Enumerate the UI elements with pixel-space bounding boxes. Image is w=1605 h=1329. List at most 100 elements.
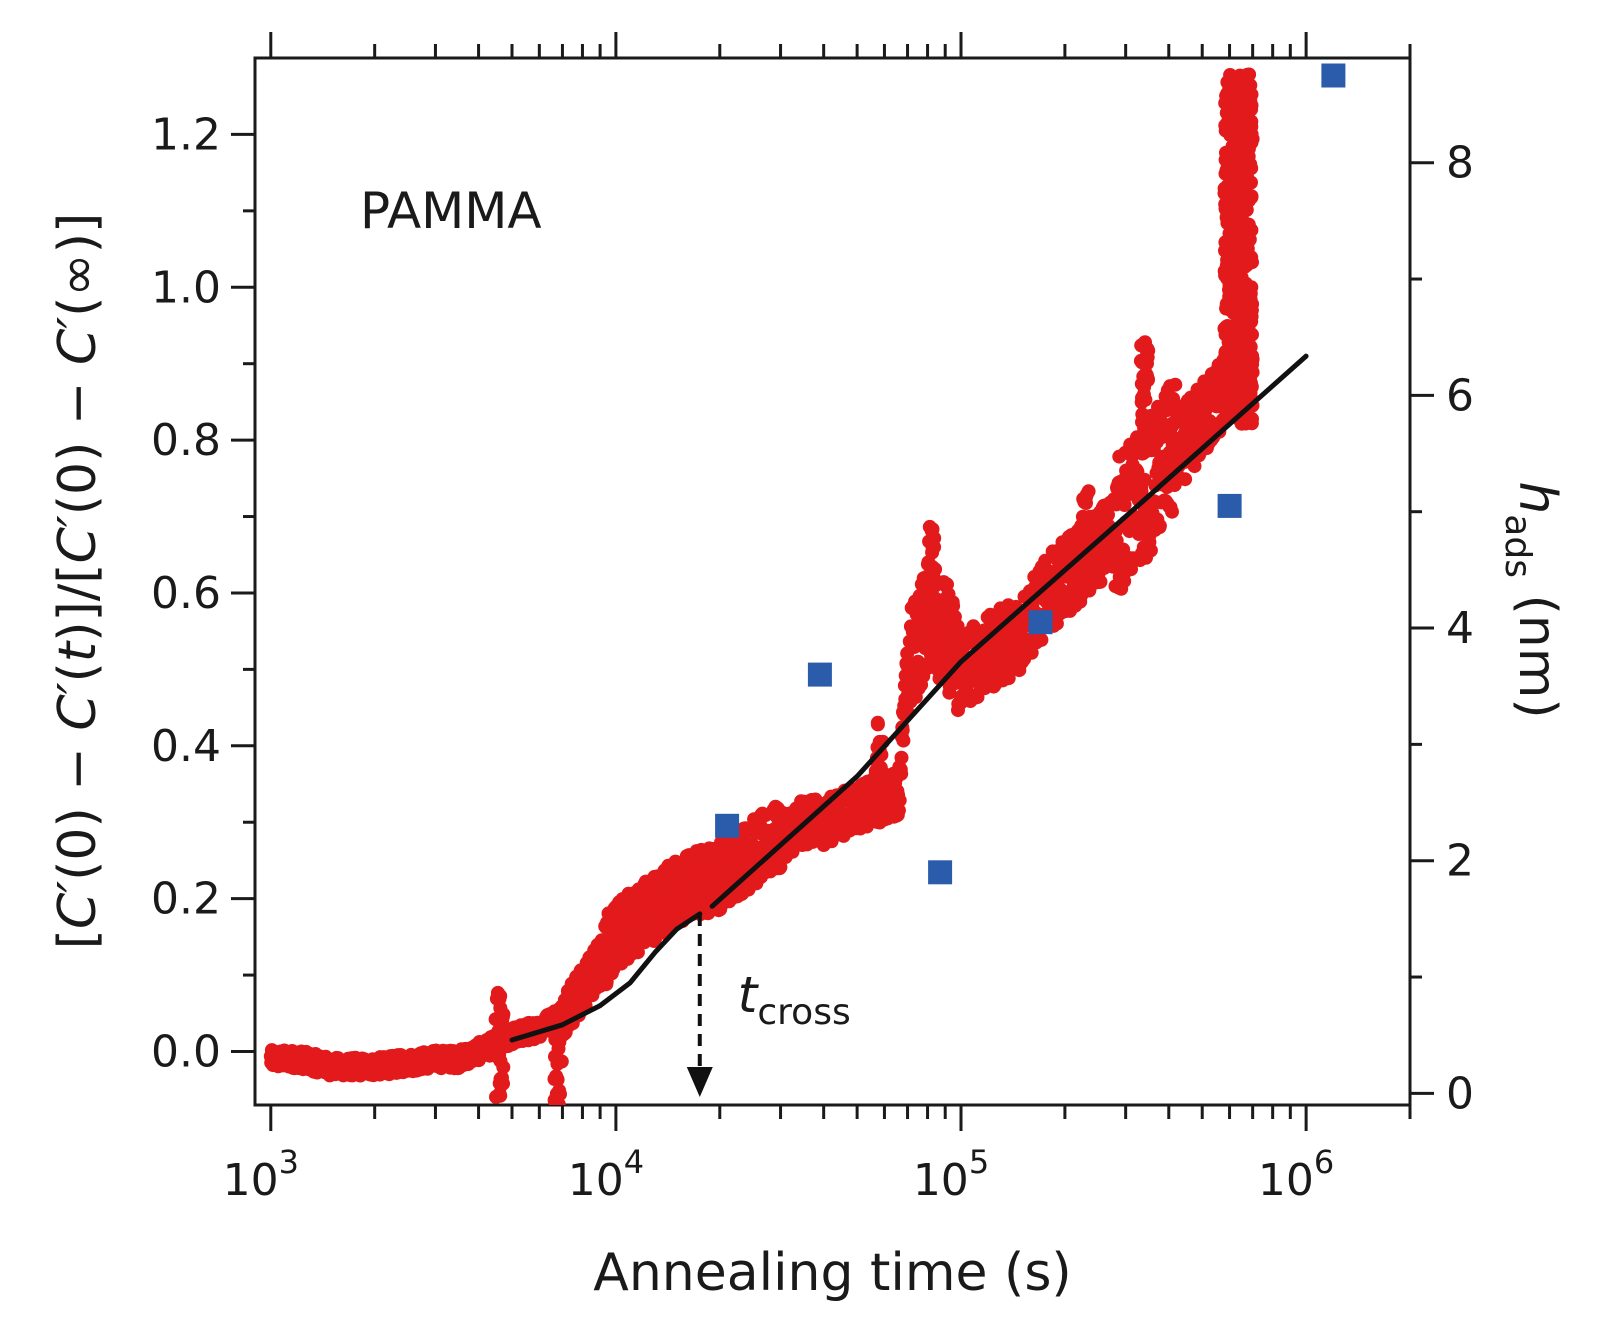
red-data-point (1230, 380, 1245, 395)
red-data-point (925, 545, 940, 560)
fit-line-segment (709, 353, 1309, 909)
crossover-label: tcross (738, 966, 851, 1033)
red-data-point (493, 1054, 508, 1069)
red-data-point (1223, 144, 1238, 158)
y-left-tick-label: 0.2 (151, 874, 221, 925)
red-data-point (1239, 251, 1254, 266)
x-tick-label: 106 (1258, 1143, 1334, 1206)
red-data-point (1243, 93, 1258, 108)
red-data-point (1244, 189, 1259, 204)
y-left-tick-label: 1.0 (151, 262, 221, 313)
red-data-point (1225, 95, 1240, 110)
axis-ticks (231, 32, 1434, 1131)
red-data-point (1221, 372, 1236, 387)
y-left-tick-label: 0.8 (151, 415, 221, 466)
blue-square-point (807, 662, 832, 687)
y-left-tick-label: 0.4 (151, 721, 221, 772)
y-right-tick-label: 8 (1446, 138, 1474, 189)
red-data-point (630, 945, 645, 960)
red-data-point (1135, 407, 1150, 422)
red-data-point (892, 793, 907, 808)
y-left-tick-label: 1.2 (151, 109, 221, 160)
sample-label: PAMMA (360, 182, 542, 240)
blue-square-point (1217, 493, 1242, 518)
red-data-point (1093, 574, 1108, 589)
red-data-point (1241, 332, 1256, 347)
red-data-point (927, 596, 942, 611)
red-data-point (1081, 519, 1096, 534)
red-data-point (870, 779, 885, 794)
red-data-point (1137, 472, 1152, 487)
red-data-point (1245, 131, 1260, 146)
red-data-point (1080, 562, 1095, 577)
y-right-tick-label: 2 (1446, 836, 1474, 887)
red-data-point (1001, 671, 1016, 686)
red-data-point (1152, 518, 1167, 533)
red-data-point (1168, 377, 1183, 392)
x-tick-label: 103 (223, 1143, 299, 1206)
red-data-point (1187, 459, 1202, 474)
blue-square-point (1028, 610, 1053, 635)
red-data-point (1143, 543, 1158, 558)
red-data-point (1243, 114, 1258, 129)
red-data-point (1038, 553, 1053, 568)
blue-square-point (715, 813, 740, 838)
red-data-point (1230, 345, 1245, 360)
x-tick-label: 105 (913, 1143, 989, 1206)
x-tick-label: 104 (568, 1143, 644, 1206)
red-data-point (1221, 160, 1236, 175)
red-data-point (496, 1039, 511, 1054)
y-right-tick-label: 0 (1446, 1068, 1474, 1119)
red-data-point (896, 733, 911, 748)
red-data-point (1078, 490, 1093, 505)
red-data-point (894, 750, 909, 765)
red-data-point (922, 575, 937, 590)
annotations: PAMMA tcross (360, 182, 851, 1097)
red-data-point (1134, 395, 1149, 410)
red-data-point (946, 598, 961, 613)
red-data-point (894, 766, 909, 781)
red-data-point (1134, 484, 1149, 499)
red-data-point (1227, 394, 1241, 408)
red-data-point (496, 1007, 511, 1022)
red-data-point (924, 523, 939, 538)
red-data-point (551, 1041, 566, 1056)
red-data-point (547, 1072, 562, 1086)
plot-frame (253, 56, 1412, 1107)
y-right-tick-label: 4 (1446, 603, 1474, 654)
red-data-point (550, 1056, 565, 1071)
red-data-point (1230, 274, 1245, 289)
red-data-series (263, 67, 1260, 1105)
red-data-point (870, 715, 885, 730)
fit-line (509, 353, 1309, 1043)
red-data-point (1234, 357, 1249, 372)
x-axis-title: Annealing time (s) (593, 1243, 1071, 1303)
red-data-point (1233, 185, 1248, 200)
red-data-point (1245, 352, 1260, 367)
red-data-point (1239, 296, 1253, 311)
red-data-point (1244, 175, 1258, 190)
y-left-tick-label: 0.6 (151, 568, 221, 619)
red-data-point (891, 803, 906, 818)
red-data-point (549, 1028, 564, 1043)
fit-line-segment (509, 911, 703, 1043)
red-data-point (490, 1026, 505, 1041)
y-left-axis-title: [C′(0) − C′(t)]/[C′(0) − C′(∞)] (48, 213, 108, 950)
red-data-point (1124, 562, 1138, 577)
red-data-point (1220, 264, 1235, 278)
red-data-point (1137, 354, 1152, 369)
red-data-point (1220, 235, 1234, 249)
y-left-tick-label: 0.0 (151, 1027, 221, 1078)
red-data-point (1178, 472, 1193, 487)
axis-labels: 0.0 0.2 0.4 0.6 0.8 1.0 1.2 0 2 4 6 8 103 104 105 106 An… (48, 109, 1567, 1303)
red-data-point (1165, 504, 1179, 519)
red-data-point (494, 1078, 509, 1093)
red-data-point (1244, 280, 1259, 295)
red-data-point (1220, 253, 1235, 267)
blue-square-series (715, 63, 1346, 885)
red-data-point (1139, 430, 1154, 445)
red-data-point (1140, 341, 1155, 356)
red-data-point (1244, 223, 1259, 238)
red-data-point (1240, 67, 1255, 82)
blue-square-point (1321, 63, 1346, 88)
